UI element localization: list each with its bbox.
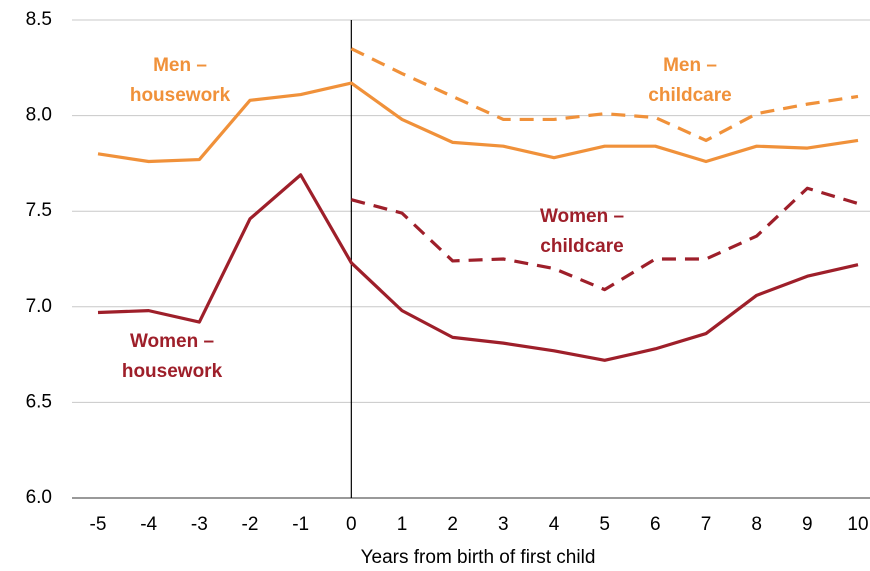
x-tick-label: 7 — [701, 514, 712, 535]
series-line — [97, 81, 859, 164]
series-label: housework — [130, 85, 231, 106]
x-tick-label: 0 — [346, 514, 357, 535]
y-tick-label: 8.5 — [26, 9, 52, 30]
x-tick-label: -1 — [292, 514, 309, 535]
y-tick-label: 6.5 — [26, 391, 52, 412]
x-tick-label: 4 — [549, 514, 560, 535]
x-tick-label: 5 — [599, 514, 610, 535]
series-label: childcare — [648, 85, 731, 106]
series-line — [350, 186, 859, 292]
y-tick-label: 6.0 — [26, 487, 52, 508]
y-tick-label: 8.0 — [26, 105, 52, 126]
series-label: housework — [122, 361, 223, 382]
x-tick-label: -3 — [191, 514, 208, 535]
x-tick-label: 1 — [397, 514, 408, 535]
x-tick-label: -4 — [140, 514, 157, 535]
x-axis-title: Years from birth of first child — [361, 547, 596, 568]
x-tick-label: 9 — [802, 514, 813, 535]
series-label: Men – — [153, 55, 207, 76]
series-line — [97, 173, 859, 362]
x-tick-label: 10 — [847, 514, 868, 535]
x-tick-label: 2 — [447, 514, 458, 535]
series-label: Women – — [540, 206, 624, 227]
series-label: Women – — [130, 331, 214, 352]
x-tick-label: 3 — [498, 514, 509, 535]
series-label: childcare — [540, 236, 623, 257]
x-tick-label: 8 — [751, 514, 762, 535]
x-tick-label: -2 — [242, 514, 259, 535]
y-tick-label: 7.5 — [26, 200, 52, 221]
series-label: Men – — [663, 55, 717, 76]
x-tick-label: -5 — [90, 514, 107, 535]
y-tick-label: 7.0 — [26, 296, 52, 317]
x-tick-label: 6 — [650, 514, 661, 535]
series-line — [350, 47, 859, 143]
